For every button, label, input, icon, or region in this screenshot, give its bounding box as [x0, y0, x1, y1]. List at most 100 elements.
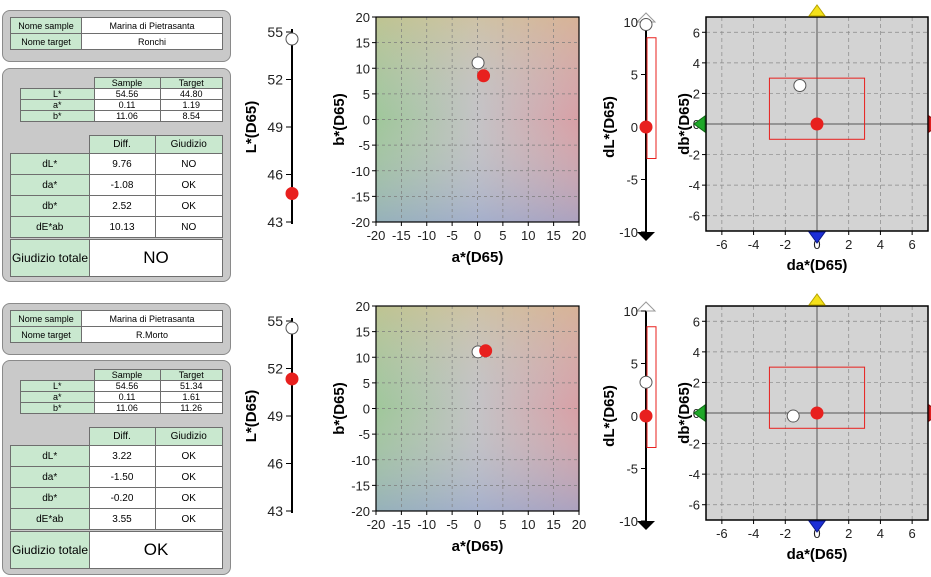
tick-label: 6 — [909, 237, 916, 252]
diff-value: 9.76 — [88, 153, 156, 175]
tick-label: -15 — [392, 228, 411, 243]
tick-label: 52 — [267, 72, 283, 88]
tolerance-box — [768, 77, 866, 140]
down-arrow-icon — [637, 232, 655, 241]
tick-label: 43 — [267, 503, 283, 519]
verdict-value: OK — [154, 195, 223, 217]
tick-label: 0 — [363, 113, 370, 128]
up-arrow-icon — [635, 301, 657, 312]
tick-label: -20 — [367, 228, 386, 243]
target-marker — [639, 120, 653, 134]
tick-label: -4 — [748, 237, 760, 252]
tick-label: -20 — [367, 517, 386, 532]
total-verdict-label: Giudizio totale — [10, 531, 90, 569]
verdict-value: OK — [154, 508, 223, 530]
tick-label: 10 — [521, 517, 535, 532]
table-row: b* 11.06 11.26 — [20, 402, 223, 414]
table-row: dE*ab 3.55 OK — [10, 508, 223, 530]
lightness-chart: 43 46 49 52 55 L*(D65) — [243, 313, 299, 519]
value-label: a* — [20, 99, 95, 111]
sample-marker — [285, 321, 299, 335]
tick-label: 6 — [693, 314, 700, 329]
sample-value: 54.56 — [93, 380, 161, 392]
diff-label: dE*ab — [10, 216, 90, 238]
tick-label: 20 — [572, 517, 586, 532]
diff-value: 3.22 — [88, 445, 156, 467]
tick-label: -6 — [716, 526, 728, 541]
tick-label: -2 — [688, 148, 700, 163]
value-label: b* — [20, 402, 95, 414]
plot-border — [705, 305, 929, 521]
x-axis-label: da*(D65) — [787, 257, 848, 274]
tick-label: 2 — [693, 86, 700, 101]
comparison-panel: Nome sample Marina di Pietrasanta Nome ta… — [0, 0, 931, 288]
dl-chart: -10 -5 0 5 10 dL*(D65) — [601, 301, 657, 530]
sample-value: 11.06 — [93, 110, 161, 122]
tick-label: 6 — [693, 25, 700, 40]
tick-label: 15 — [546, 228, 560, 243]
blue-arrow-icon — [808, 231, 826, 244]
target-name-value: Ronchi — [81, 33, 223, 50]
diff-value: -1.08 — [88, 174, 156, 196]
sample-marker — [471, 56, 485, 70]
diff-value: 10.13 — [88, 216, 156, 238]
tick-label: 15 — [546, 517, 560, 532]
blue-arrow-icon — [808, 520, 826, 533]
tick-label: -15 — [351, 478, 370, 493]
tick-label: 49 — [267, 119, 283, 135]
target-value: 44.80 — [159, 88, 223, 100]
table-row: dE*ab 10.13 NO — [10, 216, 223, 238]
tick-label: 5 — [631, 357, 638, 372]
target-value: 8.54 — [159, 110, 223, 122]
tick-label: -5 — [446, 228, 458, 243]
results-card: Sample Target L* 54.56 44.80 a* 0.11 1.19 b* 1… — [2, 68, 231, 282]
sample-value: 54.56 — [93, 88, 161, 100]
tick-label: 49 — [267, 408, 283, 424]
tick-label: 10 — [356, 350, 370, 365]
diff-value: 3.55 — [88, 508, 156, 530]
col-diff-header: Diff. — [88, 135, 156, 154]
diff-label: da* — [10, 174, 90, 196]
tick-label: -10 — [417, 228, 436, 243]
tick-label: -20 — [351, 504, 370, 519]
tick-label: -10 — [417, 517, 436, 532]
table-row: b* 11.06 8.54 — [20, 110, 223, 122]
tick-label: -4 — [748, 526, 760, 541]
tick-label: -2 — [688, 437, 700, 452]
table-row: L* 54.56 44.80 — [20, 88, 223, 100]
tick-label: 0 — [631, 409, 638, 424]
total-verdict-value: OK — [89, 531, 223, 569]
tick-label: 0 — [813, 237, 820, 252]
target-value: 1.61 — [159, 391, 223, 403]
names-table: Nome sample Marina di Pietrasanta Nome ta… — [10, 310, 223, 343]
table-row: L* 54.56 51.34 — [20, 380, 223, 392]
verdict-value: NO — [154, 216, 223, 238]
value-label: L* — [20, 380, 95, 392]
tick-label: 10 — [356, 61, 370, 76]
tick-label: 2 — [845, 526, 852, 541]
target-marker — [810, 406, 824, 420]
verdict-value: OK — [154, 174, 223, 196]
tick-label: 5 — [631, 68, 638, 83]
total-verdict-label: Giudizio totale — [10, 239, 90, 277]
tick-label: -20 — [351, 215, 370, 230]
yellow-arrow-icon — [808, 4, 826, 17]
tick-label: 0 — [631, 120, 638, 135]
tick-label: -10 — [619, 225, 638, 240]
green-arrow-icon — [693, 115, 706, 133]
tick-label: 46 — [267, 167, 283, 183]
diff-label: db* — [10, 487, 90, 509]
tick-label: 20 — [572, 228, 586, 243]
sample-marker — [639, 18, 653, 32]
axis-label: L*(D65) — [243, 390, 260, 443]
tick-label: 0 — [474, 517, 481, 532]
tick-label: -10 — [351, 164, 370, 179]
tick-label: -6 — [688, 209, 700, 224]
verdict-value: OK — [154, 445, 223, 467]
sample-value: 0.11 — [93, 99, 161, 111]
target-name-label: Nome target — [10, 33, 82, 50]
col-verdict-header: Giudizio — [154, 427, 223, 446]
tick-label: 5 — [363, 376, 370, 391]
tick-label: 4 — [693, 56, 700, 71]
lab-values-table: Sample Target L* 54.56 44.80 a* 0.11 1.19 b* 1… — [20, 77, 223, 122]
